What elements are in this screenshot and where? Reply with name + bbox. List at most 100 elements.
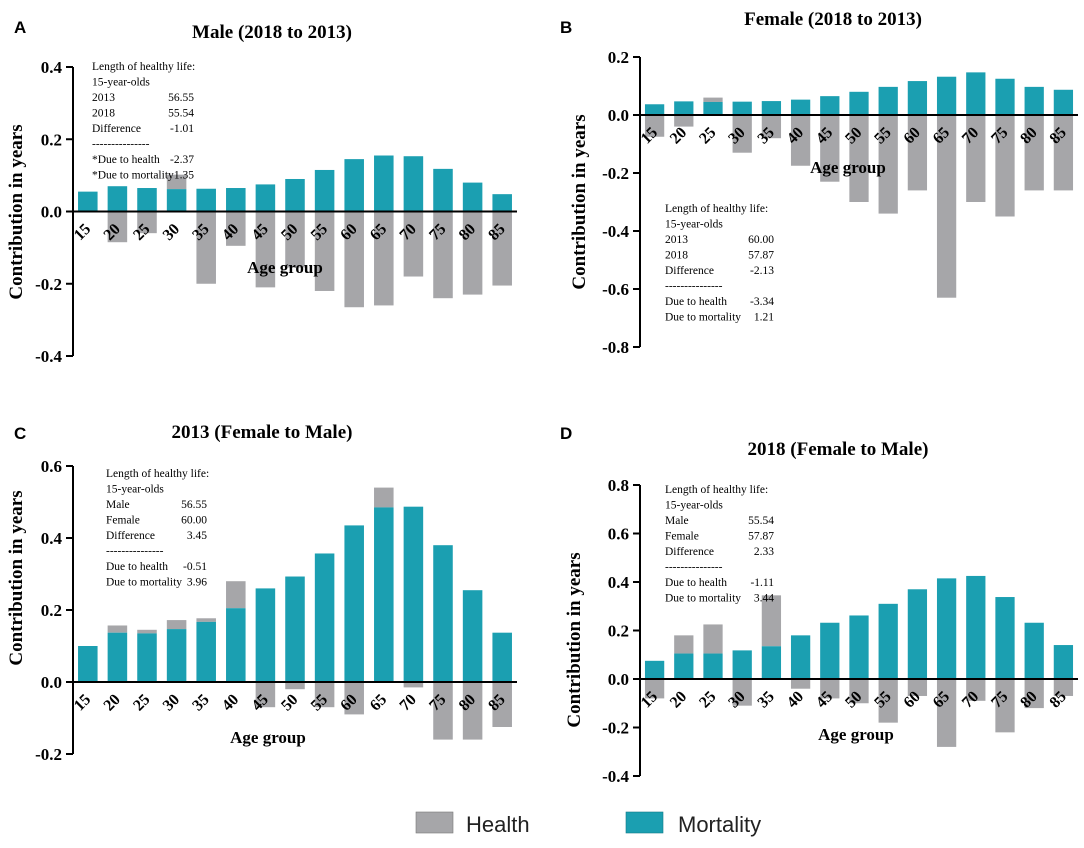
bar-health	[644, 679, 665, 699]
annotation-label: Difference	[92, 123, 141, 135]
annotation-box: Length of healthy life: 15-year-olds 2013 6…	[665, 203, 774, 324]
x-tick-label: 15	[71, 221, 94, 244]
annotation-label: Length of healthy life:	[92, 61, 195, 73]
annotation-label: Difference	[106, 530, 155, 542]
bar-health	[492, 682, 512, 727]
bar-health	[820, 115, 840, 182]
chart-panel-b: B Female (2018 to 2013) Contribution in ye…	[560, 9, 1078, 357]
annotation-value: 57.87	[748, 531, 774, 543]
annotation-value: 1.35	[174, 170, 194, 182]
annotation-label: ---------------	[92, 139, 150, 151]
annotation-label: 2018	[92, 108, 115, 120]
x-tick-label: 20	[101, 691, 124, 714]
annotation-label: Due to mortality	[106, 577, 182, 589]
annotation-value: 60.00	[748, 234, 774, 246]
bar-health	[966, 679, 986, 701]
bar-health	[995, 115, 1015, 217]
annotation-label: Difference	[665, 546, 714, 558]
bar-mortality	[196, 188, 216, 212]
annotation-value: 57.87	[748, 250, 774, 262]
annotation-label: *Due to mortality	[92, 170, 174, 182]
chart-title: 2013 (Female to Male)	[172, 422, 353, 443]
y-axis-label: Contribution in years	[6, 490, 27, 665]
bar-health	[344, 211, 364, 308]
bar-health	[761, 595, 782, 647]
bar-mortality	[344, 525, 364, 682]
y-axis-label: Contribution in years	[569, 114, 590, 289]
annotation-label: Due to mortality	[665, 312, 741, 324]
y-tick-label: -0.4	[602, 767, 629, 786]
x-tick-label: 65	[367, 691, 390, 714]
annotation-value: -0.51	[183, 561, 207, 573]
x-tick-label: 70	[397, 691, 420, 714]
x-tick-label: 30	[160, 221, 183, 244]
annotation-value: 3.96	[187, 577, 207, 589]
bar-health	[314, 211, 335, 291]
bar-health	[196, 211, 216, 284]
bar-mortality	[820, 622, 840, 679]
bar-mortality	[995, 78, 1015, 115]
annotation-label: Difference	[665, 265, 714, 277]
chart-panel-c: C 2013 (Female to Male) Contribution in ye…	[6, 422, 517, 764]
annotation-value: -1.11	[750, 577, 774, 589]
bar-mortality	[761, 646, 782, 679]
bar-health	[374, 211, 394, 306]
annotation-label: Due to health	[106, 561, 168, 573]
annotation-value: 2.33	[754, 546, 774, 558]
legend: Health Mortality	[415, 811, 761, 837]
bar-health	[226, 211, 246, 246]
bar-mortality	[107, 632, 128, 682]
bar-health	[1024, 115, 1044, 191]
annotation-label: Female	[665, 531, 699, 543]
bar-health	[820, 679, 840, 699]
bar-health	[107, 625, 128, 633]
annotation-label: 15-year-olds	[106, 484, 164, 496]
bar-mortality	[492, 632, 512, 682]
bar-mortality	[137, 188, 157, 212]
x-tick-label: 20	[667, 688, 690, 711]
x-tick-label: 40	[784, 688, 807, 711]
x-tick-label: 50	[278, 691, 301, 714]
y-axis-label: Contribution in years	[564, 552, 585, 727]
y-tick-label: 0.0	[608, 670, 629, 689]
bar-mortality	[936, 76, 957, 115]
y-tick-label: -0.8	[602, 338, 629, 357]
bar-mortality	[966, 575, 986, 679]
y-tick-label: -0.2	[602, 164, 629, 183]
annotation-label: Length of healthy life:	[106, 468, 209, 480]
chart-panel-d: D 2018 (Female to Male) Contribution in ye…	[560, 424, 1078, 786]
y-tick-label: -0.2	[602, 719, 629, 738]
bar-health	[344, 682, 364, 715]
panel-letter: A	[14, 18, 26, 37]
y-tick-label: 0.0	[41, 673, 62, 692]
annotation-label: Male	[665, 515, 689, 527]
annotation-value: 56.55	[168, 92, 194, 104]
bar-mortality	[907, 589, 928, 679]
chart-title: Male (2018 to 2013)	[192, 22, 352, 43]
y-axis-label: Contribution in years	[6, 124, 27, 299]
chart-panel-a: A Male (2018 to 2013) Contribution in year…	[6, 18, 517, 366]
bar-mortality	[761, 101, 782, 115]
bar-health	[849, 679, 869, 704]
bar-mortality	[166, 629, 187, 682]
bar-health	[936, 115, 957, 298]
annotation-label: Length of healthy life:	[665, 203, 768, 215]
annotation-value: 1.21	[754, 312, 774, 324]
annotation-label: Male	[106, 499, 130, 511]
bar-mortality	[403, 156, 424, 212]
bar-mortality	[166, 189, 187, 212]
annotation-label: 2018	[665, 250, 688, 262]
bar-mortality	[820, 96, 840, 115]
bar-mortality	[674, 653, 694, 679]
bar-mortality	[433, 545, 453, 682]
bar-mortality	[255, 588, 276, 682]
annotation-label: Due to health	[665, 296, 727, 308]
y-tick-label: 0.2	[608, 622, 629, 641]
bar-health	[285, 682, 305, 690]
bar-health	[137, 211, 157, 234]
x-tick-label: 25	[130, 691, 153, 714]
bar-mortality	[492, 194, 512, 212]
bar-mortality	[644, 104, 665, 115]
y-tick-label: -0.4	[602, 222, 629, 241]
